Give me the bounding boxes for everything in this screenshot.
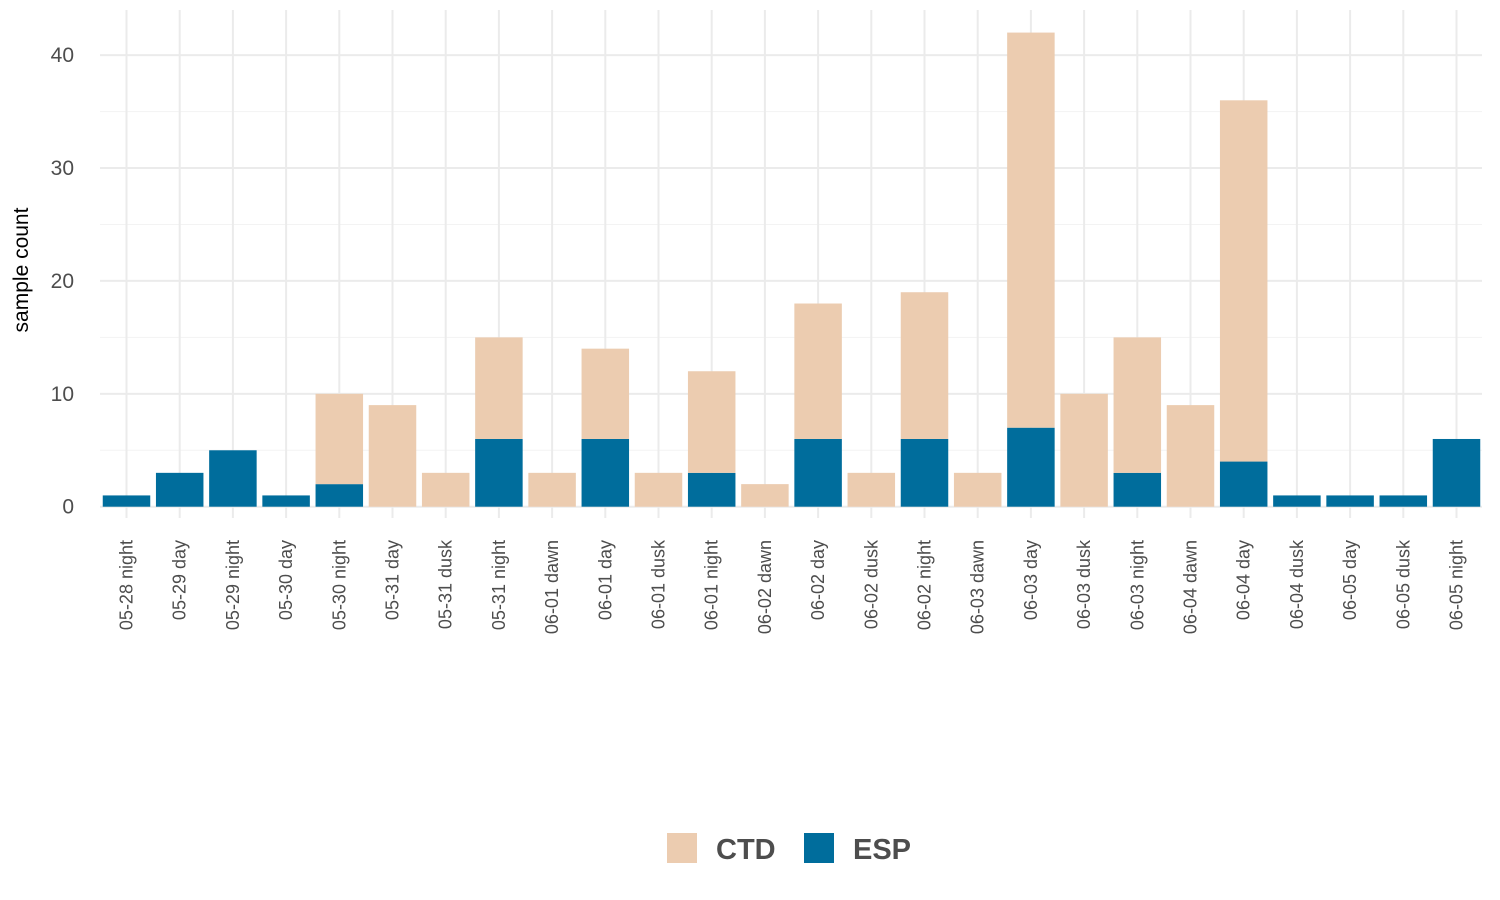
bar-ctd-06-03-dusk xyxy=(1060,393,1108,507)
bars-layer xyxy=(102,32,1481,507)
x-tick-label: 06-02 night xyxy=(915,540,935,630)
bar-esp-06-05-night xyxy=(1432,438,1481,507)
x-tick-label: 06-02 dawn xyxy=(755,540,775,634)
x-tick-label: 06-05 day xyxy=(1340,540,1360,620)
x-tick-label: 06-01 dusk xyxy=(649,539,669,629)
x-tick-label: 05-30 night xyxy=(329,540,349,630)
bar-ctd-06-02-dawn xyxy=(741,484,789,507)
bar-ctd-06-01-day xyxy=(581,348,630,439)
legend-swatch-esp xyxy=(804,833,834,863)
y-tick-label: 0 xyxy=(62,496,74,519)
bar-esp-06-05-dusk xyxy=(1379,495,1428,507)
bar-ctd-06-04-day xyxy=(1219,100,1268,462)
x-tick-label: 05-30 day xyxy=(276,540,296,620)
bar-esp-06-03-day xyxy=(1007,427,1055,507)
y-tick-label: 20 xyxy=(51,270,74,293)
x-tick-label: 06-05 night xyxy=(1447,540,1467,630)
bar-ctd-06-02-night xyxy=(900,292,949,439)
x-tick-label: 06-03 dusk xyxy=(1074,539,1094,629)
bar-ctd-06-03-day xyxy=(1007,32,1055,428)
bar-ctd-05-31-night xyxy=(475,337,523,439)
x-tick-label: 05-31 day xyxy=(383,540,403,620)
y-tick-label: 40 xyxy=(51,44,74,67)
bar-ctd-06-01-night xyxy=(687,371,736,473)
grid-layer xyxy=(100,10,1482,518)
bar-esp-05-31-night xyxy=(475,438,523,507)
y-tick-label: 30 xyxy=(51,157,74,180)
legend-label-ctd: CTD xyxy=(716,834,776,866)
bar-esp-06-01-night xyxy=(687,472,736,507)
bar-ctd-06-03-night xyxy=(1113,337,1162,473)
x-tick-label: 05-29 night xyxy=(223,540,243,630)
x-tick-label: 05-31 dusk xyxy=(436,539,456,629)
bar-esp-06-02-day xyxy=(794,438,842,507)
x-tick-label: 05-29 day xyxy=(170,540,190,620)
bar-ctd-06-03-dawn xyxy=(953,472,1002,507)
bar-esp-06-04-day xyxy=(1219,461,1268,507)
x-tick-label: 06-03 night xyxy=(1127,540,1147,630)
x-tick-label: 06-03 day xyxy=(1021,540,1041,620)
bar-esp-05-29-night xyxy=(209,450,257,507)
bar-esp-06-02-night xyxy=(900,438,949,507)
x-tick-label: 05-28 night xyxy=(117,540,137,630)
bar-ctd-06-01-dusk xyxy=(634,472,683,507)
bar-ctd-05-31-dusk xyxy=(421,472,470,507)
bar-ctd-06-04-dawn xyxy=(1166,405,1215,507)
legend: CTD ESP xyxy=(667,833,911,866)
bar-esp-06-01-day xyxy=(581,438,630,507)
x-tick-label: 06-01 dawn xyxy=(542,540,562,634)
axis-layer: 0 10 20 30 40 05-28 night 05-29 day 05-29 night… xyxy=(51,44,1467,634)
y-axis-label: sample count xyxy=(10,207,33,332)
x-tick-label: 06-03 dawn xyxy=(968,540,988,634)
x-tick-label: 06-04 dusk xyxy=(1287,539,1307,629)
bar-esp-06-04-dusk xyxy=(1273,495,1321,507)
x-tick-label: 06-04 day xyxy=(1234,540,1254,620)
bar-ctd-06-01-dawn xyxy=(528,472,576,507)
bar-ctd-05-31-day xyxy=(368,405,417,507)
legend-label-esp: ESP xyxy=(853,834,911,866)
bar-ctd-06-02-dusk xyxy=(847,472,896,507)
x-tick-label: 06-01 night xyxy=(702,540,722,630)
x-tick-label: 06-01 day xyxy=(595,540,615,620)
x-tick-label: 06-05 dusk xyxy=(1393,539,1413,629)
x-tick-label: 06-02 dusk xyxy=(861,539,881,629)
x-tick-label: 05-31 night xyxy=(489,540,509,630)
bar-esp-05-29-day xyxy=(155,472,204,507)
bar-ctd-05-30-night xyxy=(315,393,364,485)
x-tick-label: 06-04 dawn xyxy=(1181,540,1201,634)
bar-esp-05-28-night xyxy=(102,495,151,507)
legend-swatch-ctd xyxy=(667,833,697,863)
x-tick-label: 06-02 day xyxy=(808,540,828,620)
y-tick-label: 10 xyxy=(51,383,74,406)
bar-ctd-06-02-day xyxy=(794,303,842,439)
bar-esp-06-03-night xyxy=(1113,472,1162,507)
bar-esp-05-30-night xyxy=(315,484,364,507)
bar-esp-06-05-day xyxy=(1326,495,1374,507)
bar-esp-05-30-day xyxy=(262,495,310,507)
